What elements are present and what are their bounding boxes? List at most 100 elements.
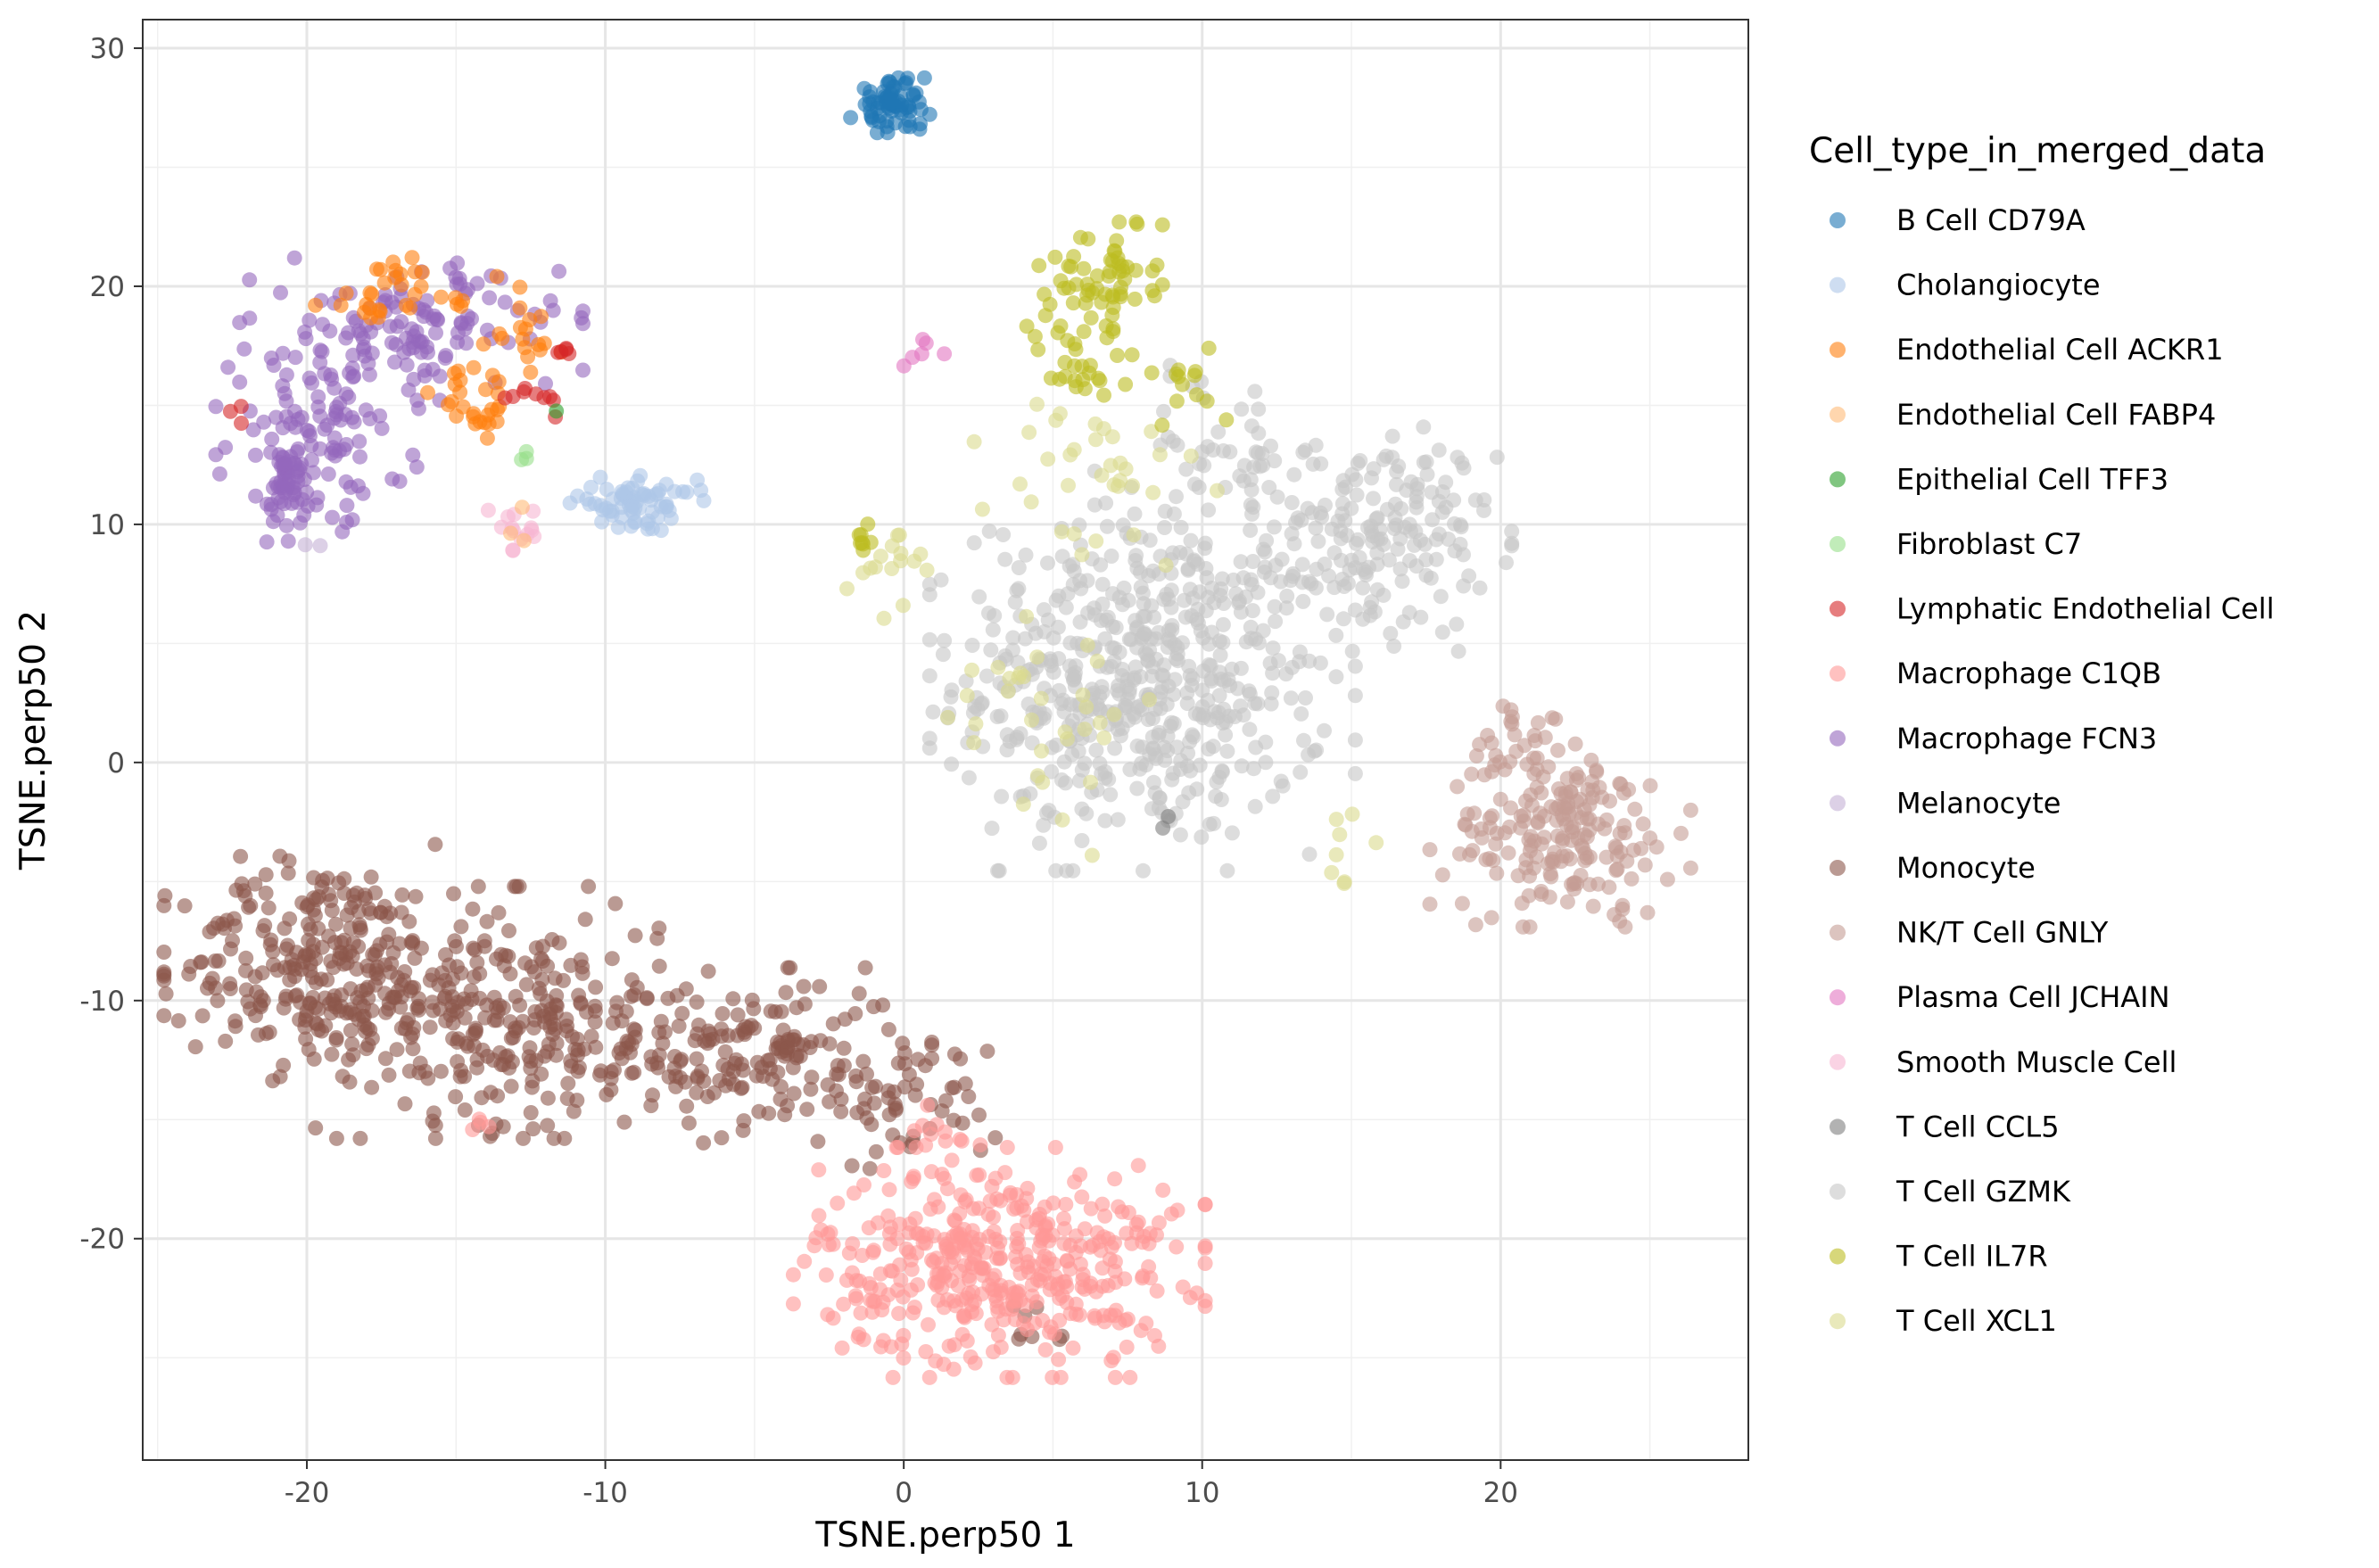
data-point bbox=[252, 989, 268, 1005]
data-point bbox=[1122, 762, 1138, 778]
data-point bbox=[1347, 732, 1363, 748]
data-point bbox=[305, 937, 321, 953]
legend-key-marker bbox=[1830, 536, 1846, 552]
data-point bbox=[834, 1340, 850, 1356]
data-point bbox=[1233, 554, 1249, 570]
data-point bbox=[361, 367, 377, 383]
data-point bbox=[1169, 1239, 1185, 1255]
data-point bbox=[972, 1137, 988, 1153]
data-point bbox=[603, 1064, 619, 1080]
data-point bbox=[1186, 476, 1202, 492]
data-point bbox=[398, 297, 414, 313]
data-point bbox=[338, 285, 354, 301]
data-point bbox=[1061, 280, 1077, 296]
data-point bbox=[1158, 557, 1174, 574]
data-point bbox=[830, 1067, 847, 1083]
data-point bbox=[1263, 696, 1279, 712]
data-point bbox=[276, 1057, 292, 1073]
data-point bbox=[399, 357, 415, 373]
data-point bbox=[280, 865, 296, 881]
data-point bbox=[1033, 1267, 1049, 1282]
data-point bbox=[975, 1260, 991, 1276]
data-point bbox=[1172, 827, 1188, 843]
data-point bbox=[323, 367, 339, 383]
data-point bbox=[1074, 547, 1090, 563]
data-point bbox=[338, 330, 354, 346]
data-point bbox=[1417, 536, 1433, 552]
data-point bbox=[364, 1079, 380, 1095]
data-point bbox=[523, 1053, 539, 1069]
data-point bbox=[903, 1282, 919, 1298]
data-point bbox=[344, 360, 360, 376]
data-point bbox=[737, 1027, 753, 1043]
data-point bbox=[821, 1237, 837, 1253]
data-point bbox=[1601, 879, 1617, 895]
data-point bbox=[1389, 476, 1404, 492]
data-point bbox=[381, 1067, 397, 1083]
data-point bbox=[389, 318, 405, 334]
data-point bbox=[649, 1055, 665, 1071]
data-point bbox=[1072, 1167, 1088, 1183]
data-point bbox=[1489, 825, 1505, 841]
data-point bbox=[999, 1369, 1015, 1385]
data-point bbox=[1095, 1260, 1111, 1276]
data-point bbox=[304, 452, 319, 468]
data-point bbox=[1107, 740, 1123, 756]
data-point bbox=[971, 1232, 987, 1248]
data-point bbox=[944, 1152, 960, 1168]
data-point bbox=[1576, 827, 1592, 843]
data-point bbox=[263, 497, 279, 513]
data-point bbox=[1682, 802, 1698, 818]
data-point bbox=[1076, 324, 1092, 340]
data-point bbox=[234, 416, 249, 431]
data-point bbox=[1518, 860, 1534, 876]
data-point bbox=[639, 990, 655, 1006]
data-point bbox=[1083, 774, 1098, 790]
data-point bbox=[1233, 698, 1249, 714]
data-point bbox=[272, 848, 288, 864]
data-point bbox=[959, 688, 975, 704]
data-point bbox=[995, 527, 1012, 542]
data-point bbox=[1301, 846, 1318, 862]
data-point bbox=[1072, 1307, 1087, 1323]
data-point bbox=[1146, 288, 1162, 304]
data-point bbox=[1213, 792, 1229, 807]
data-point bbox=[705, 1031, 721, 1047]
data-point bbox=[523, 364, 539, 380]
data-point bbox=[546, 1130, 562, 1146]
data-point bbox=[844, 1158, 860, 1174]
y-tick-label: 20 bbox=[90, 271, 125, 303]
x-tick-label: -10 bbox=[582, 1477, 628, 1509]
data-point bbox=[323, 893, 339, 909]
data-point bbox=[306, 1051, 322, 1067]
data-point bbox=[1009, 582, 1025, 598]
data-point bbox=[1342, 562, 1358, 578]
data-point bbox=[1067, 358, 1082, 374]
data-point bbox=[374, 420, 390, 436]
data-point bbox=[1060, 1253, 1075, 1269]
data-point bbox=[489, 268, 505, 285]
data-point bbox=[1447, 516, 1462, 532]
data-point bbox=[1387, 510, 1403, 525]
data-point bbox=[505, 389, 521, 404]
data-point bbox=[408, 888, 424, 904]
data-point bbox=[341, 389, 357, 405]
y-tick-label: 30 bbox=[90, 33, 125, 65]
data-point bbox=[1413, 609, 1429, 625]
data-point bbox=[949, 1227, 965, 1243]
data-point bbox=[525, 1020, 541, 1036]
data-point bbox=[1368, 835, 1384, 851]
data-point bbox=[326, 410, 342, 426]
data-point bbox=[245, 422, 261, 438]
data-point bbox=[1219, 862, 1235, 879]
data-point bbox=[1129, 216, 1145, 232]
data-point bbox=[390, 983, 406, 999]
data-point bbox=[222, 403, 238, 419]
data-point bbox=[1559, 894, 1575, 910]
data-point bbox=[588, 1039, 604, 1055]
data-point bbox=[933, 572, 949, 588]
data-point bbox=[863, 1117, 880, 1133]
data-point bbox=[1283, 690, 1299, 706]
data-point bbox=[1615, 901, 1631, 917]
data-point bbox=[623, 502, 639, 517]
